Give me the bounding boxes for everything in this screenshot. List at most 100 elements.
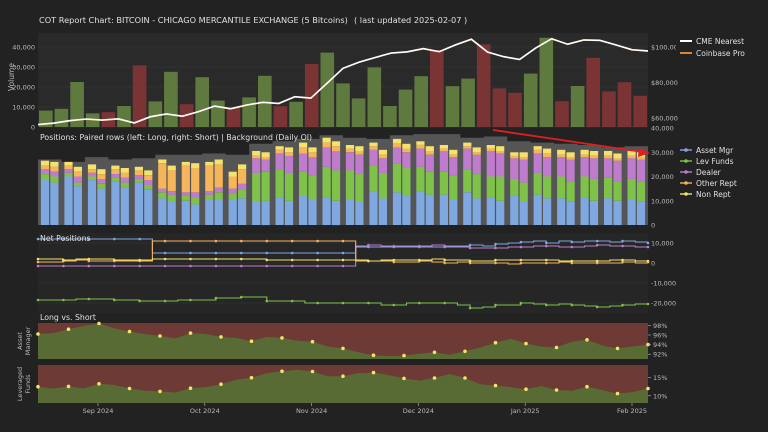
- net-point-lev_funds: [189, 298, 192, 302]
- net-point-asset_mgr: [62, 237, 65, 241]
- position-bar-short: [496, 146, 505, 152]
- long-share-point: [280, 336, 284, 340]
- position-bar-short: [214, 199, 223, 225]
- position-bar-long: [486, 176, 495, 198]
- position-bar-long: [87, 172, 97, 177]
- net-point-other_rept: [265, 239, 269, 243]
- long-share-point: [158, 389, 162, 394]
- long-share-point: [615, 391, 620, 396]
- net-point-lev_funds: [163, 299, 167, 303]
- position-bar-short: [355, 151, 364, 155]
- net-point-lev_funds: [316, 301, 319, 305]
- long-share-point: [341, 346, 345, 351]
- net-point-dealer: [595, 243, 599, 247]
- net-point-dealer: [240, 264, 243, 268]
- net-point-lev_funds: [87, 297, 91, 301]
- position-bar-long: [486, 148, 495, 151]
- position-bar-short: [472, 174, 481, 199]
- position-bar-long: [181, 165, 190, 193]
- position-bar-long: [275, 169, 284, 198]
- position-bar-short: [167, 194, 176, 202]
- net-point-other_rept: [570, 261, 574, 265]
- volume-bar: [351, 98, 366, 127]
- legend-label-other_rept: Other Rept: [696, 179, 737, 188]
- net-plot-area: [38, 233, 648, 313]
- position-bar-short: [449, 199, 458, 225]
- position-bar-long: [580, 149, 589, 155]
- long-share-point: [341, 374, 345, 379]
- position-bar-long: [181, 200, 190, 226]
- position-bar-long: [416, 145, 425, 149]
- long-share-point: [66, 384, 71, 389]
- legend-marker-lev_funds: [684, 159, 688, 163]
- long-share-point: [615, 346, 620, 351]
- volume-bar: [226, 107, 241, 127]
- position-bar-long: [205, 194, 214, 200]
- volume-bar: [414, 76, 428, 127]
- net-point-lev_funds: [290, 299, 294, 303]
- net-point-dealer: [545, 244, 548, 248]
- net-point-non_rept: [113, 258, 116, 262]
- position-bar-long: [486, 197, 495, 225]
- volume-bar: [258, 75, 272, 127]
- position-bar-short: [519, 182, 528, 202]
- long-share-point: [219, 335, 223, 339]
- position-bar-short: [120, 182, 129, 188]
- open-interest-background: [38, 134, 648, 225]
- position-bar-short: [613, 200, 622, 226]
- volume-bar: [492, 88, 507, 127]
- position-bar-long: [252, 158, 261, 173]
- long-vs-short-title: Long vs. Short: [40, 313, 96, 322]
- volume-bar: [242, 97, 256, 127]
- net-point-asset_mgr: [113, 237, 116, 241]
- net-point-other_rept: [392, 260, 396, 264]
- position-bar-long: [205, 199, 214, 225]
- position-bar-short: [613, 181, 622, 201]
- position-bar-long: [275, 153, 284, 170]
- position-bar-short: [261, 159, 270, 172]
- net-point-non_rept: [265, 258, 269, 262]
- long-share-point: [97, 321, 101, 326]
- price-tick-label: $80,000: [651, 79, 678, 87]
- position-bar-long: [228, 188, 237, 194]
- position-bar-short: [167, 202, 176, 225]
- position-bar-long: [580, 176, 589, 198]
- price-tick-label: $60,000: [651, 115, 678, 123]
- position-bar-short: [284, 155, 294, 173]
- position-bar-long: [181, 161, 190, 166]
- position-bar-short: [50, 161, 59, 167]
- net-point-lev_funds: [468, 306, 472, 310]
- position-bar-short: [97, 178, 106, 184]
- position-bar-short: [214, 159, 223, 165]
- net-point-lev_funds: [62, 298, 65, 302]
- long-share-point: [524, 387, 528, 392]
- position-bar-long: [181, 192, 190, 196]
- volume-bar: [633, 95, 647, 127]
- position-bar-long: [111, 181, 120, 225]
- net-point-lev_funds: [367, 301, 370, 305]
- position-bar-short: [261, 152, 270, 158]
- positions-legend-box: [676, 143, 768, 203]
- net-point-non_rept: [621, 258, 624, 262]
- price-tick-label: $100,000: [651, 44, 682, 52]
- position-bar-long: [510, 152, 519, 156]
- position-bar-short: [636, 181, 646, 202]
- net-point-dealer: [62, 264, 65, 268]
- position-bar-long: [299, 195, 308, 225]
- position-bar-short: [519, 152, 528, 158]
- net-point-dealer: [189, 264, 192, 268]
- position-bar-long: [604, 198, 613, 225]
- volume-bar: [508, 92, 522, 127]
- long-share-point: [127, 329, 132, 334]
- position-bar-long: [275, 197, 284, 225]
- volume-bar: [211, 100, 225, 127]
- x-tick-label: Dec 2024: [403, 407, 434, 415]
- net-point-non_rept: [316, 258, 319, 262]
- position-bar-long: [510, 178, 519, 196]
- net-point-non_rept: [570, 259, 574, 263]
- net-point-dealer: [36, 264, 40, 268]
- position-bar-long: [158, 198, 167, 225]
- position-bar-long: [111, 174, 120, 178]
- volume-tick-label: 10,000: [12, 104, 35, 112]
- cme-price-line: [37, 37, 649, 126]
